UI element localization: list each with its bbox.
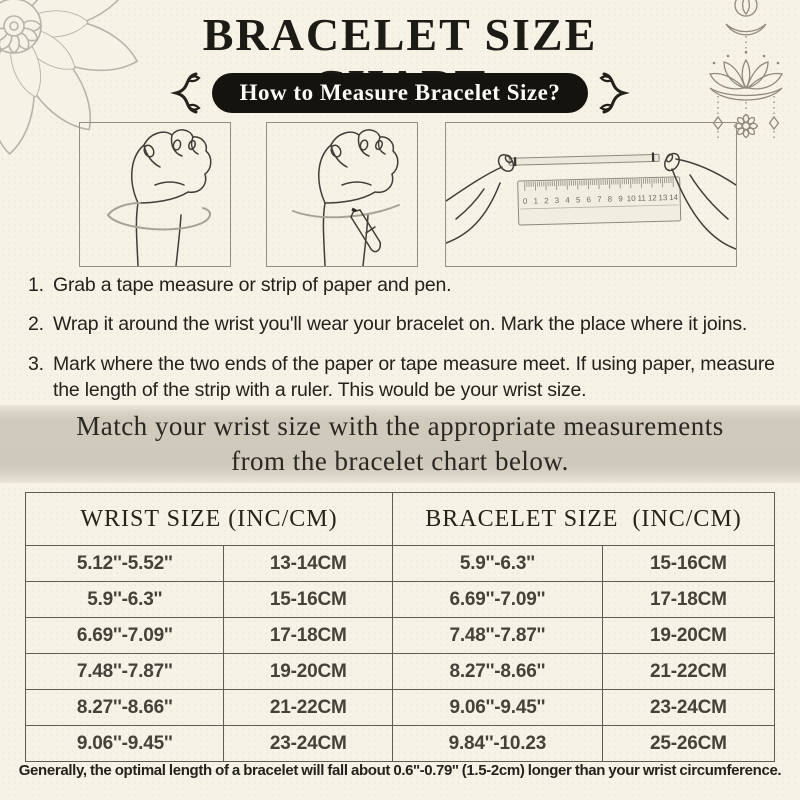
svg-text:9: 9 [618,194,623,203]
table-row: 9.06''-9.45'' 23-24CM 9.84''-10.23 25-26CM [24,725,776,762]
svg-text:12: 12 [648,193,658,202]
svg-text:8: 8 [608,195,613,204]
table-cell: 19-20CM [601,617,776,654]
table-row: 7.48''-7.87'' 19-20CM 8.27''-8.66'' 21-22CM [24,653,776,690]
step-number: 1. [28,274,44,296]
lotus-mandala-icon [0,0,139,156]
table-cell: 6.69''-7.09'' [24,617,225,654]
svg-text:4: 4 [565,196,570,205]
svg-text:0: 0 [523,197,528,206]
table-cell: 19-20CM [223,653,393,690]
table-row: 5.12''-5.52'' 13-14CM 5.9''-6.3'' 15-16CM [24,545,776,582]
svg-text:11: 11 [637,194,646,203]
table-cell: 7.48''-7.87'' [24,653,225,690]
step-text: Wrap it around the wrist you'll wear you… [53,313,748,336]
table-row: 5.9''-6.3'' 15-16CM 6.69''-7.09'' 17-18CM [24,581,776,618]
table-row: 6.69''-7.09'' 17-18CM 7.48''-7.87'' 19-20CM [24,617,776,654]
ruler-scale: 0 1 2 3 4 5 6 7 8 9 10 11 12 13 14 [523,177,679,206]
table-cell: 6.69''-7.09'' [392,581,603,618]
table-cell: 25-26CM [601,725,776,762]
footer-note: Generally, the optimal length of a brace… [18,762,782,779]
svg-text:14: 14 [669,193,679,202]
size-table-header-row: WRIST SIZE (INC/CM) BRACELET SIZE (INC/C… [25,492,775,546]
table-cell: 15-16CM [601,545,776,582]
svg-text:7: 7 [597,195,602,204]
table-cell: 23-24CM [601,689,776,726]
table-cell: 13-14CM [223,545,393,582]
banner-line-1: Match your wrist size with the appropria… [76,410,724,441]
flourish-bracket-left-icon [169,72,201,114]
bracelet-size-header: BRACELET SIZE (INC/CM) [392,492,775,546]
svg-text:1: 1 [533,197,538,206]
table-cell: 17-18CM [601,581,776,618]
svg-text:13: 13 [658,193,668,202]
svg-text:10: 10 [627,194,637,203]
table-cell: 21-22CM [223,689,393,726]
table-cell: 7.48''-7.87'' [392,617,603,654]
table-row: 8.27''-8.66'' 21-22CM 9.06''-9.45'' 23-24CM [24,689,776,726]
svg-text:3: 3 [555,196,560,205]
table-cell: 9.06''-9.45'' [24,725,225,762]
instruction-step: 3. Mark where the two ends of the paper … [28,351,780,404]
hanging-lotus-icon [709,0,783,139]
table-cell: 5.12''-5.52'' [24,545,225,582]
step-number: 2. [28,313,44,336]
instruction-step: 1. Grab a tape measure or strip of paper… [28,272,780,298]
table-cell: 8.27''-8.66'' [392,653,603,690]
illustration-ruler-measure: 0 1 2 3 4 5 6 7 8 9 10 11 12 13 14 [445,122,737,267]
wrist-size-header: WRIST SIZE (INC/CM) [25,492,393,546]
subtitle-badge: How to Measure Bracelet Size? [211,73,589,113]
step-text: Mark where the two ends of the paper or … [53,352,775,401]
table-cell: 21-22CM [601,653,776,690]
subtitle-row: How to Measure Bracelet Size? [0,71,800,115]
instruction-steps: 1. Grab a tape measure or strip of paper… [28,272,780,416]
table-cell: 15-16CM [223,581,393,618]
illustration-mark-pen [266,122,418,267]
banner-line-2: from the bracelet chart below. [231,446,569,476]
table-cell: 17-18CM [223,617,393,654]
table-cell: 8.27''-8.66'' [24,689,225,726]
size-table: WRIST SIZE (INC/CM) BRACELET SIZE (INC/C… [24,492,776,762]
table-cell: 5.9''-6.3'' [392,545,603,582]
flourish-bracket-right-icon [599,72,631,114]
svg-text:6: 6 [586,195,591,204]
svg-text:2: 2 [544,196,549,205]
table-cell: 9.06''-9.45'' [392,689,603,726]
table-cell: 5.9''-6.3'' [24,581,225,618]
instruction-step: 2. Wrap it around the wrist you'll wear … [28,311,780,337]
step-number: 3. [28,352,44,375]
table-cell: 9.84''-10.23 [392,725,603,762]
step-text: Grab a tape measure or strip of paper an… [53,274,452,296]
svg-text:5: 5 [576,195,581,204]
match-banner: Match your wrist size with the appropria… [0,405,800,483]
table-cell: 23-24CM [223,725,393,762]
size-table-body: 5.12''-5.52'' 13-14CM 5.9''-6.3'' 15-16CM 5.… [24,545,776,762]
illustration-wrap-tape [79,122,231,267]
